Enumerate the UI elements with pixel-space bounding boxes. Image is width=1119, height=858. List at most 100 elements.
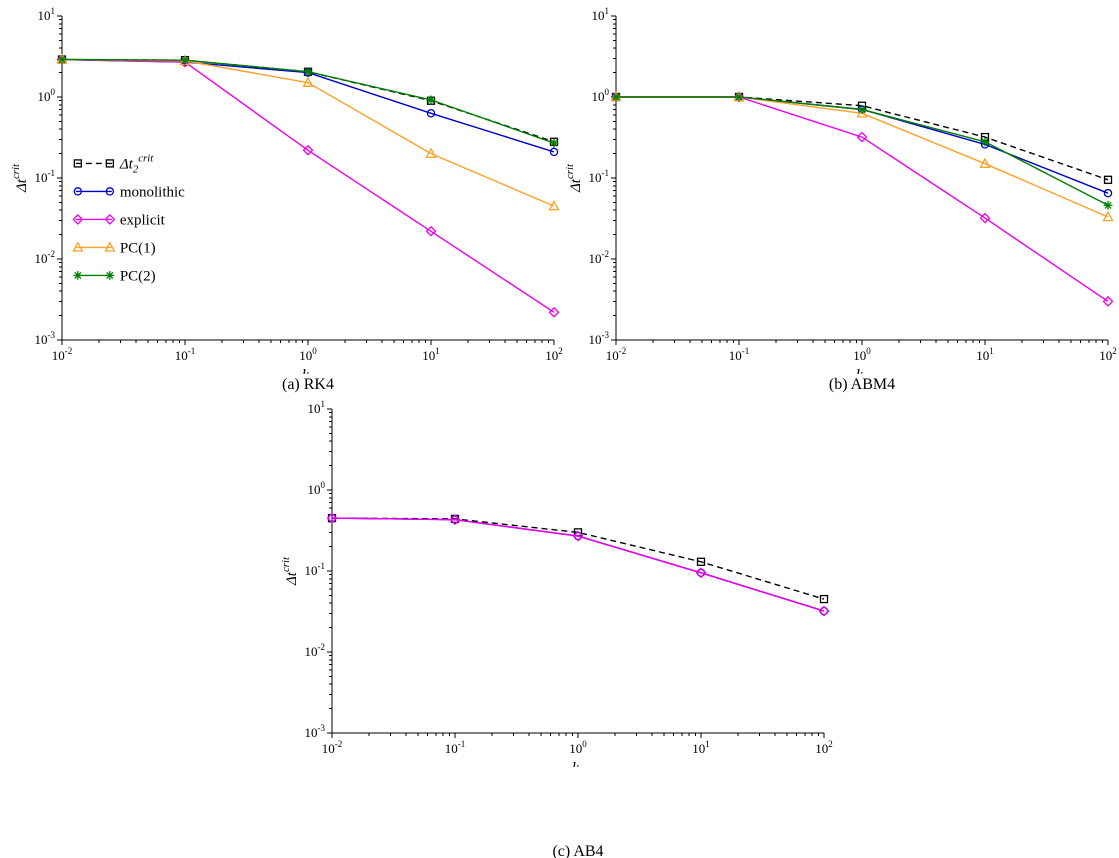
tick-label: 100 xyxy=(308,480,326,497)
caption-b: (b) ABM4 xyxy=(828,376,896,393)
chart-abm4: 10-210-110010110210-310-210-1100101kcΔtc… xyxy=(564,2,1118,387)
tick-label: 100 xyxy=(853,346,871,363)
legend-label: explicit xyxy=(120,212,166,228)
plot-canvas-abm4: 10-210-110010110210-310-210-1100101kcΔtc… xyxy=(564,6,1117,387)
legend-label: PC(1) xyxy=(120,240,156,256)
diamond-marker xyxy=(72,214,84,225)
star-marker xyxy=(857,105,867,114)
tick-label: 10-2 xyxy=(305,642,326,659)
diamond-marker xyxy=(449,514,461,526)
star-marker xyxy=(73,271,83,280)
triangle-marker xyxy=(1102,210,1114,222)
series-line-2 xyxy=(331,517,825,612)
diamond-marker xyxy=(856,131,868,143)
triangle-marker xyxy=(548,199,560,211)
star-marker xyxy=(180,55,190,65)
diamond-marker xyxy=(56,54,68,65)
legend: Δt2crit monolithic explicit PC(1) PC(2) xyxy=(72,152,185,284)
tick-label: 101 xyxy=(592,6,610,23)
diamond-marker xyxy=(979,212,991,224)
circle-marker xyxy=(105,187,115,196)
diamond-marker xyxy=(302,144,314,156)
square-marker xyxy=(696,557,706,566)
y-axis-label: Δtcrit xyxy=(12,163,30,193)
y-axis-label: Δtcrit xyxy=(282,556,300,586)
square-marker xyxy=(73,159,82,168)
tick-label: 102 xyxy=(1099,346,1117,363)
axes xyxy=(327,408,825,738)
tick-label: 10-2 xyxy=(322,739,343,756)
tick-label: 102 xyxy=(545,346,563,363)
star-marker xyxy=(303,67,313,77)
square-marker xyxy=(1103,175,1113,184)
diamond-marker xyxy=(425,225,437,237)
tick-label: 101 xyxy=(422,346,440,363)
star-marker xyxy=(980,137,990,147)
caption-a: (a) RK4 xyxy=(282,376,334,393)
diamond-marker xyxy=(326,512,338,524)
circle-marker xyxy=(1103,188,1113,198)
circle-marker xyxy=(549,147,559,157)
tick-label: 100 xyxy=(569,739,587,756)
tick-label: 101 xyxy=(38,6,56,23)
tick-label: 101 xyxy=(692,739,710,756)
tick-label: 100 xyxy=(592,87,610,104)
star-marker xyxy=(426,95,436,105)
diamond-marker xyxy=(572,530,584,542)
diamond-marker xyxy=(610,91,622,103)
x-axis-label: kc xyxy=(302,367,314,374)
tick-label: 10-3 xyxy=(35,330,56,347)
tick-label: 10-1 xyxy=(729,346,750,363)
legend-label: Δt2crit xyxy=(119,152,154,175)
tick-label: 10-2 xyxy=(35,249,56,266)
diamond-marker xyxy=(695,567,707,579)
x-axis-label: kc xyxy=(572,760,584,767)
triangle-marker xyxy=(72,241,84,252)
star-marker xyxy=(105,271,115,280)
series-line-2 xyxy=(616,96,1109,302)
x-axis-label: kc xyxy=(856,367,868,374)
tick-label: 101 xyxy=(308,399,326,416)
star-marker xyxy=(1103,200,1113,210)
tick-label: 10-1 xyxy=(35,168,56,185)
tick-label: 10-1 xyxy=(305,561,326,578)
y-axis-label: Δtcrit xyxy=(566,163,584,193)
circle-marker xyxy=(73,187,83,196)
legend-label: monolithic xyxy=(120,184,185,200)
star-marker xyxy=(611,92,621,102)
tick-label: 100 xyxy=(38,87,56,104)
tick-label: 10-1 xyxy=(445,739,466,756)
tick-label: 100 xyxy=(299,346,317,363)
plot-canvas-ab4: 10-210-110010110210-310-210-1100101kcΔtc… xyxy=(280,399,833,780)
triangle-marker xyxy=(104,241,116,252)
tick-label: 10-3 xyxy=(589,330,610,347)
star-marker xyxy=(549,138,559,148)
diamond-marker xyxy=(733,91,745,103)
chart-ab4: 10-210-110010110210-310-210-1100101kcΔtc… xyxy=(280,395,834,780)
tick-label: 10-2 xyxy=(606,346,627,363)
series-line-2 xyxy=(61,58,555,313)
plot-canvas-rk4: 10-210-110010110210-310-210-1100101kcΔtc… xyxy=(10,6,563,387)
star-marker xyxy=(734,92,744,102)
triangle-marker xyxy=(979,157,991,168)
square-marker xyxy=(105,159,114,168)
star-marker xyxy=(57,55,67,64)
chart-rk4: 10-210-110010110210-310-210-1100101kcΔtc… xyxy=(10,2,564,387)
circle-marker xyxy=(426,109,436,118)
diamond-marker xyxy=(818,605,830,617)
tick-label: 10-1 xyxy=(175,346,196,363)
tick-label: 102 xyxy=(815,739,833,756)
series-line-0 xyxy=(331,517,825,600)
axes xyxy=(57,15,555,345)
tick-label: 10-2 xyxy=(589,249,610,266)
tick-label: 10-2 xyxy=(52,346,73,363)
diamond-marker xyxy=(548,306,560,318)
triangle-marker xyxy=(425,147,437,158)
series-line-3 xyxy=(616,96,1109,218)
tick-label: 101 xyxy=(976,346,994,363)
tick-label: 10-1 xyxy=(589,168,610,185)
tick-label: 10-3 xyxy=(305,723,326,740)
diamond-marker xyxy=(104,214,116,225)
legend-label: PC(2) xyxy=(120,268,156,284)
